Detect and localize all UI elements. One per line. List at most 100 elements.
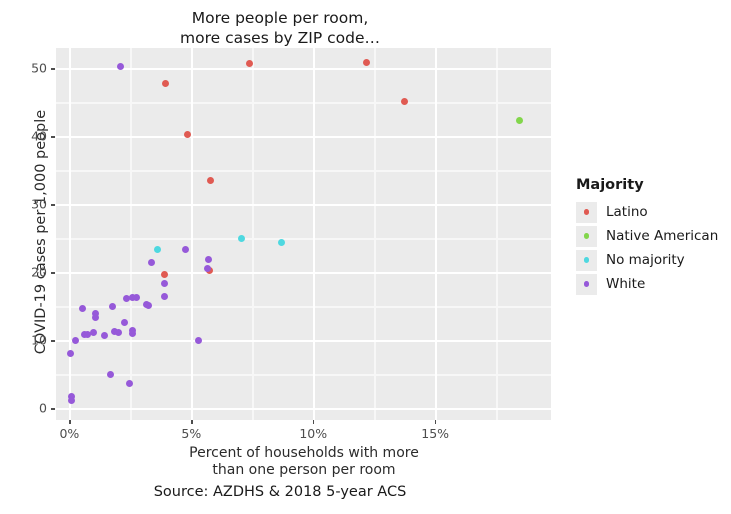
- legend-item-label: Native American: [606, 228, 719, 244]
- data-point: [363, 58, 371, 66]
- y-tick-mark: [51, 68, 55, 70]
- x-tick-mark: [313, 420, 315, 424]
- x-tick-label: 5%: [181, 426, 202, 441]
- data-point: [107, 370, 115, 378]
- data-point: [153, 245, 161, 253]
- gridline-minor-horizontal: [56, 170, 551, 172]
- data-point: [147, 258, 155, 266]
- data-point: [108, 302, 116, 310]
- data-point: [161, 270, 168, 278]
- legend-item-label: Latino: [606, 204, 648, 220]
- y-tick-label: 10: [31, 332, 47, 348]
- data-point: [145, 301, 153, 309]
- x-tick-label: 0%: [59, 426, 80, 441]
- data-point: [120, 319, 128, 327]
- y-tick-label: 50: [31, 60, 47, 76]
- gridline-major-horizontal: [56, 136, 551, 138]
- plot-panel: [56, 48, 551, 420]
- chart-caption: Source: AZDHS & 2018 5-year ACS: [153, 484, 407, 500]
- data-point: [68, 392, 76, 400]
- gridline-minor-vertical: [374, 48, 376, 420]
- gridline-minor-vertical: [496, 48, 498, 420]
- y-tick-mark: [51, 408, 55, 410]
- data-point: [129, 294, 137, 302]
- gridline-minor-horizontal: [56, 306, 551, 309]
- data-point: [67, 349, 75, 357]
- y-tick-label: 40: [31, 128, 47, 144]
- legend-key-swatch: [576, 225, 597, 247]
- data-point: [91, 310, 99, 318]
- y-tick-label: 30: [31, 196, 47, 212]
- x-axis-title: Percent of households with more than one…: [189, 445, 419, 478]
- data-point: [401, 97, 409, 105]
- data-point: [246, 60, 254, 68]
- gridline-major-horizontal: [56, 204, 551, 206]
- legend-item-label: White: [606, 276, 646, 292]
- legend-dot-icon: [583, 257, 590, 263]
- data-point: [91, 314, 99, 322]
- gridline-major-vertical: [435, 48, 437, 420]
- data-point: [184, 130, 192, 138]
- data-point: [162, 79, 170, 87]
- legend-key-swatch: [576, 201, 597, 223]
- data-point: [278, 239, 286, 246]
- data-point: [132, 294, 140, 302]
- legend-entries: Latino Native American No majority White: [576, 200, 726, 296]
- gridline-major-vertical: [69, 48, 71, 420]
- data-point: [84, 330, 92, 338]
- data-point: [101, 332, 109, 340]
- data-point: [123, 294, 131, 302]
- gridline-major-vertical: [191, 48, 193, 420]
- gridline-minor-horizontal: [56, 374, 551, 377]
- y-tick-label: 0: [39, 400, 47, 416]
- y-tick-label: 20: [31, 264, 47, 280]
- legend-item-label: No majority: [606, 252, 685, 268]
- data-point: [117, 62, 125, 70]
- data-point: [207, 177, 215, 185]
- data-point: [125, 379, 133, 387]
- y-tick-mark: [51, 340, 55, 342]
- legend-item-native-american: Native American: [576, 224, 726, 248]
- data-point: [111, 328, 119, 336]
- legend-dot-icon: [583, 233, 590, 239]
- data-point: [79, 304, 87, 312]
- legend-title: Majority: [576, 177, 644, 193]
- y-axis: 0 10 20 30 40 50: [0, 0, 47, 514]
- data-point: [515, 116, 523, 124]
- y-tick-mark: [51, 136, 55, 138]
- gridline-minor-horizontal: [56, 102, 551, 104]
- legend-item-no-majority: No majority: [576, 248, 726, 272]
- data-point: [129, 330, 137, 338]
- gridline-minor-horizontal: [56, 238, 551, 240]
- legend-item-white: White: [576, 272, 726, 296]
- gridline-major-horizontal: [56, 408, 551, 411]
- x-tick-mark: [69, 420, 71, 424]
- gridline-major-horizontal: [56, 272, 551, 275]
- chart-title: More people per room, more cases by ZIP …: [180, 9, 380, 47]
- data-point: [114, 328, 122, 336]
- data-point: [237, 234, 245, 242]
- y-tick-mark: [51, 204, 55, 206]
- data-point: [161, 280, 168, 288]
- data-point: [181, 245, 189, 253]
- data-point: [204, 256, 212, 263]
- data-point: [72, 336, 79, 344]
- legend-dot-icon: [583, 281, 590, 287]
- data-point: [80, 331, 88, 339]
- x-tick-mark: [435, 420, 437, 424]
- legend-dot-icon: [583, 209, 590, 215]
- x-tick-label: 10%: [299, 426, 328, 441]
- gridline-major-horizontal: [56, 340, 551, 343]
- x-tick-label: 15%: [421, 426, 450, 441]
- x-tick-mark: [191, 420, 193, 424]
- legend-item-latino: Latino: [576, 200, 726, 224]
- data-point: [68, 396, 76, 404]
- data-point: [203, 264, 211, 272]
- legend: Majority Latino Native American No majorit…: [576, 177, 726, 296]
- data-point: [161, 293, 168, 301]
- data-point: [90, 329, 98, 337]
- data-point: [195, 336, 203, 344]
- gridline-minor-vertical: [252, 48, 254, 420]
- legend-key-swatch: [576, 273, 597, 295]
